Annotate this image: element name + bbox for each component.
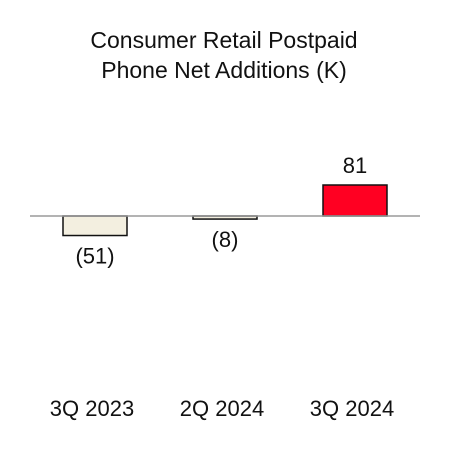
- bar-3: [322, 184, 388, 217]
- chart-title-line-2: Phone Net Additions (K): [101, 57, 346, 83]
- bars-group: [62, 184, 388, 237]
- category-label-1: 3Q 2023: [50, 396, 134, 421]
- value-label-1: (51): [75, 244, 114, 269]
- labels-group: (51) 3Q 2023 (8) 2Q 2024 81 3Q 2024: [50, 153, 394, 421]
- bar-1: [62, 215, 128, 237]
- chart-title-line-1: Consumer Retail Postpaid: [90, 27, 357, 53]
- category-label-2: 2Q 2024: [180, 396, 264, 421]
- value-label-3: 81: [343, 153, 367, 178]
- category-label-3: 3Q 2024: [310, 396, 394, 421]
- value-label-2: (8): [212, 227, 239, 252]
